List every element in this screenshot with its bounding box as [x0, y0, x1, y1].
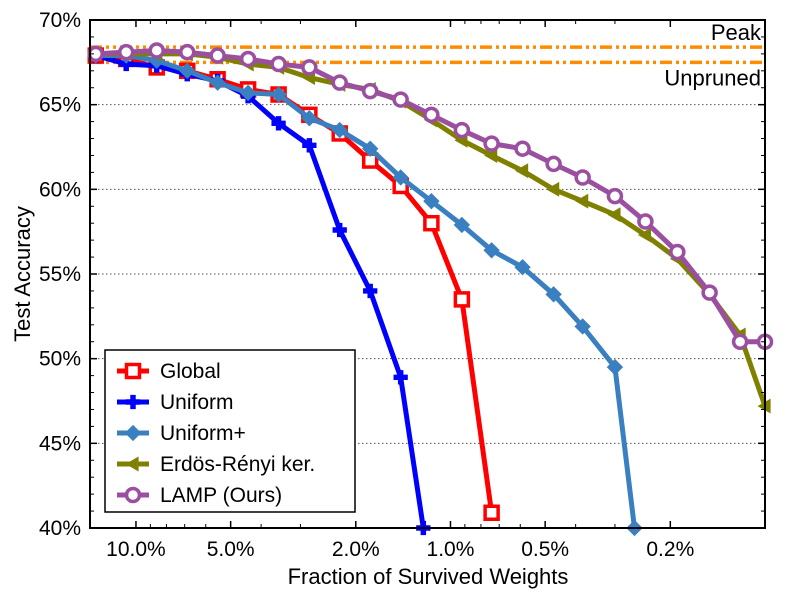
data-point-global: [483, 504, 500, 522]
data-point-uniform: [332, 222, 347, 238]
legend-label-uniform: Uniform: [160, 391, 234, 414]
series-group: [87, 42, 774, 537]
legend-item-lamp-ours: LAMP (Ours): [117, 484, 282, 507]
y-tick-label: 70%: [39, 9, 81, 32]
data-point-lamp-ours: [637, 213, 654, 230]
legend-item-uniform: Uniform+: [117, 422, 246, 445]
data-point-lamp-ours: [483, 135, 500, 152]
data-point-erdos-renyi-ker: [546, 181, 560, 197]
data-point-lamp-ours: [392, 91, 409, 108]
data-point-lamp-ours: [731, 333, 749, 350]
data-point-lamp-ours: [453, 121, 471, 139]
data-point-uniform: [119, 56, 134, 72]
data-point-lamp-ours: [574, 169, 591, 186]
data-point-uniform: [483, 242, 500, 259]
axis-ticks: 40% 45% 50% 55% 60% 65% 70% 10.0% 5.0% 2.0% 1.0% 0.…: [39, 9, 766, 561]
data-point-lamp-ours: [239, 50, 257, 68]
data-point-lamp-ours: [270, 55, 287, 73]
y-axis-title: Test Accuracy: [10, 206, 35, 342]
data-point-erdos-renyi-ker: [515, 163, 529, 179]
data-point-global: [453, 291, 471, 308]
x-tick-label: 0.5%: [521, 538, 569, 561]
legend-label-lamp-ours: LAMP (Ours): [160, 484, 282, 507]
data-point-lamp-ours: [209, 47, 226, 64]
legend-marker-erdos-renyi-ker: [125, 456, 139, 472]
legend: Global Uniform Uniform+ Erdös-Rényi ker. LAM…: [104, 349, 356, 513]
y-tick-label: 55%: [39, 263, 81, 286]
data-point-lamp-ours: [701, 284, 718, 301]
data-point-lamp-ours: [117, 43, 135, 61]
x-tick-label: 0.2%: [646, 538, 694, 561]
data-point-lamp-ours: [669, 243, 686, 261]
y-tick-label: 45%: [39, 432, 81, 455]
x-axis-title: Fraction of Survived Weights: [288, 564, 569, 589]
x-tick-label: 1.0%: [427, 538, 475, 561]
reference-label-peak: Peak: [711, 20, 762, 45]
data-point-uniform: [393, 370, 408, 385]
data-point-uniform: [331, 121, 348, 139]
legend-item-uniform: Uniform: [117, 391, 234, 414]
legend-label-erdos-renyi-ker: Erdös-Rényi ker.: [160, 453, 315, 476]
reference-lines: Peak Unpruned: [90, 20, 765, 90]
data-point-lamp-ours: [514, 140, 531, 157]
data-point-global: [423, 214, 440, 232]
data-point-uniform: [270, 86, 287, 103]
data-point-uniform: [392, 169, 409, 186]
data-point-uniform: [362, 140, 379, 157]
data-point-uniform: [574, 318, 591, 335]
data-point-uniform: [179, 62, 196, 79]
legend-label-global: Global: [160, 360, 221, 383]
data-point-lamp-ours: [361, 82, 379, 100]
data-point-lamp-ours: [606, 187, 624, 205]
data-point-uniform: [514, 259, 531, 276]
data-point-uniform: [209, 74, 226, 91]
x-tick-label: 5.0%: [207, 538, 255, 561]
series-lamp-ours: [87, 42, 774, 350]
data-point-lamp-ours: [301, 59, 318, 76]
legend-marker-uniform: [124, 424, 142, 442]
data-point-uniform: [453, 216, 471, 234]
data-point-uniform: [239, 84, 257, 101]
data-point-lamp-ours: [148, 42, 165, 59]
y-tick-label: 50%: [39, 348, 81, 371]
legend-item-erdos-renyi-ker: Erdös-Rényi ker.: [117, 453, 315, 476]
data-point-uniform: [301, 110, 318, 127]
legend-marker-uniform: [125, 394, 141, 410]
legend-item-global: Global: [117, 360, 221, 383]
data-point-uniform: [271, 116, 286, 131]
data-point-lamp-ours: [545, 155, 562, 173]
data-point-erdos-renyi-ker: [607, 207, 621, 223]
data-point-uniform: [302, 138, 317, 153]
legend-label-uniform: Uniform+: [160, 422, 246, 445]
x-tick-label: 2.0%: [332, 538, 380, 561]
y-tick-label: 60%: [39, 178, 81, 201]
data-point-lamp-ours: [423, 106, 440, 124]
reference-label-unpruned: Unpruned: [664, 65, 761, 90]
y-tick-label: 65%: [39, 94, 81, 117]
y-tick-label: 40%: [39, 517, 81, 540]
legend-marker-lamp-ours: [124, 486, 142, 504]
data-point-erdos-renyi-ker: [484, 147, 498, 163]
data-point-erdos-renyi-ker: [637, 227, 652, 243]
data-point-lamp-ours: [178, 43, 196, 61]
legend-marker-global: [124, 362, 142, 380]
data-point-uniform: [606, 358, 624, 376]
data-point-lamp-ours: [331, 74, 348, 91]
data-point-uniform: [545, 286, 562, 303]
data-point-uniform: [423, 193, 440, 210]
data-point-uniform: [363, 283, 378, 299]
data-point-erdos-renyi-ker: [575, 193, 589, 209]
x-tick-label: 10.0%: [106, 538, 166, 561]
